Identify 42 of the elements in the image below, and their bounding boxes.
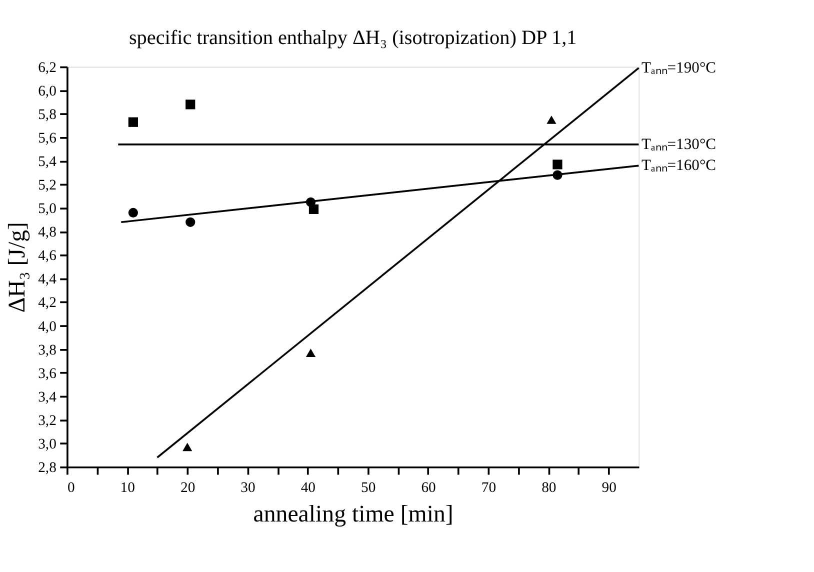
point [552,160,562,170]
x-tick-label: 60 [421,480,436,496]
x-tick-label: 70 [481,480,496,496]
x-tick-label: 90 [602,480,616,496]
x-tick-label: 0 [67,480,75,496]
x-axis-title: annealing time [min] [253,502,454,528]
y-tick-label: 4,0 [38,318,56,335]
y-tick-label: 5,4 [38,154,58,170]
point [186,217,196,227]
y-tick-label: 4,6 [38,248,56,264]
y-tick-label: 5,2 [38,178,56,194]
y-axis-title: ΔH₃ [J/g] [4,222,30,313]
y-tick-label: 3,6 [38,366,56,382]
y-tick-label: 2,8 [38,460,56,476]
y-tick-label: 3,0 [38,436,56,452]
x-tick-label: 40 [300,480,316,496]
point [128,117,138,127]
x-tick-label: 50 [361,480,376,496]
y-tick-label: 3,4 [38,389,58,406]
y-tick-label: 6,0 [38,83,56,100]
chart-title: specific transition enthalpy ΔH₃ (isotropization) DP 1,1 [128,26,577,49]
y-tick-label: 3,8 [38,342,56,358]
y-tick-label: 4,2 [38,295,56,312]
point [546,116,556,124]
point [182,442,192,452]
x-tick-label: 20 [180,480,196,496]
series-label: Tₐₙₙ=160°C [641,157,716,174]
y-tick-label: 4,8 [38,224,56,241]
point [128,208,138,218]
y-tick-label: 5,8 [38,106,56,123]
point [306,348,316,357]
y-tick-label: 5,0 [38,201,56,218]
y-tick-label: 5,6 [38,130,56,146]
y-tick-label: 3,2 [38,412,56,429]
x-tick-label: 30 [240,480,256,496]
x-tick-label: 80 [542,480,556,496]
x-tick-label: 10 [120,480,135,496]
y-tick-label: 6,2 [38,60,56,76]
point [186,100,196,110]
y-tick-label: 4,4 [38,272,58,288]
series-label: Tₐₙₙ=130°C [641,136,716,154]
series-label: Tₐₙₙ=190°C [641,60,716,77]
